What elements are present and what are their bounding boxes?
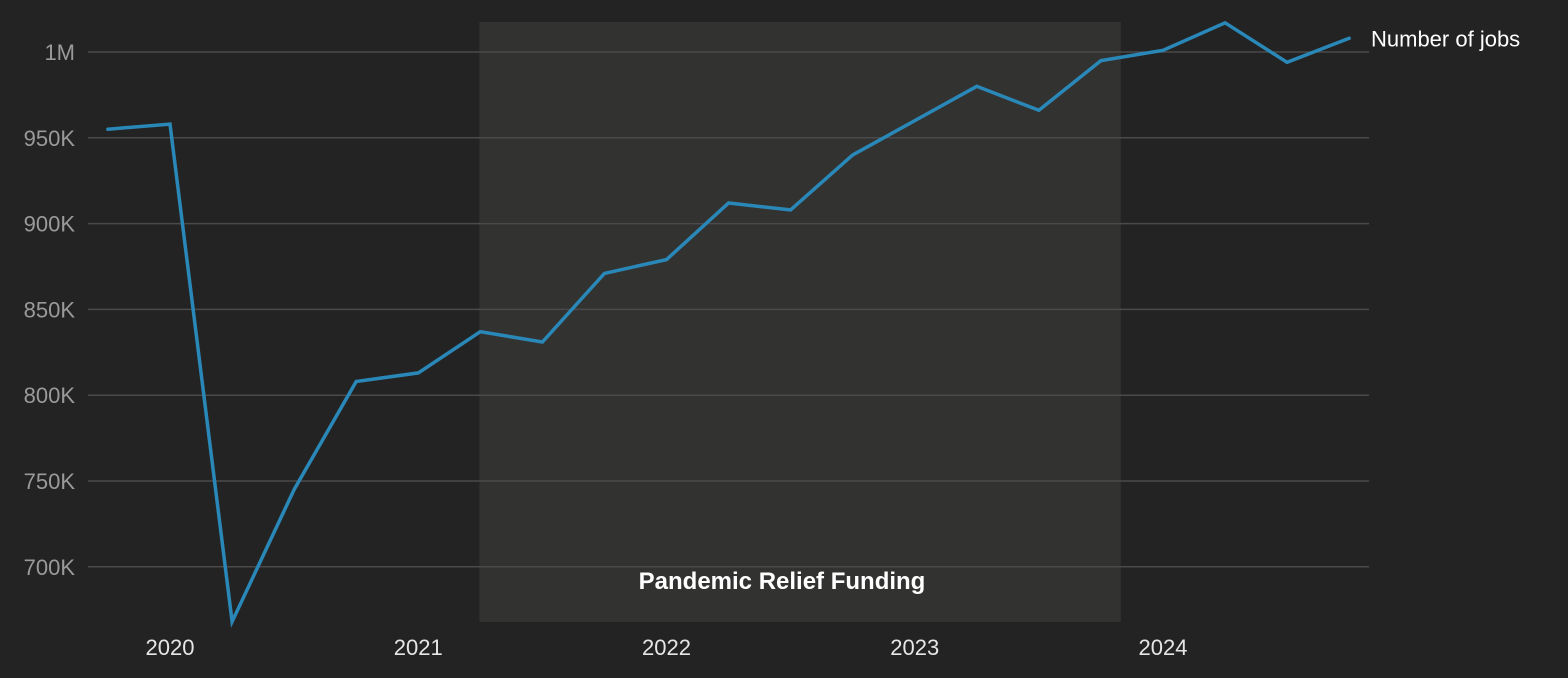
- series-end-label: Number of jobs: [1371, 26, 1520, 51]
- x-tick-label: 2023: [890, 635, 939, 660]
- y-tick-label: 800K: [24, 383, 76, 408]
- y-tick-label: 900K: [24, 212, 76, 237]
- y-tick-label: 700K: [24, 555, 76, 580]
- gridlines: [88, 51, 1369, 568]
- y-tick-label: 750K: [24, 469, 76, 494]
- pandemic-relief-label: Pandemic Relief Funding: [639, 568, 926, 595]
- pandemic-relief-shaded-region: [479, 22, 1121, 622]
- y-axis-ticks: 700K 750K 800K 850K 900K 950K 1M: [24, 40, 76, 580]
- y-tick-label: 850K: [24, 297, 76, 322]
- y-tick-label: 1M: [44, 40, 75, 65]
- y-tick-label: 950K: [24, 126, 76, 151]
- x-axis-ticks: 2020 2021 2022 2023 2024: [146, 635, 1188, 660]
- x-tick-label: 2022: [642, 635, 691, 660]
- x-tick-label: 2021: [394, 635, 443, 660]
- x-tick-label: 2020: [146, 635, 195, 660]
- x-tick-label: 2024: [1139, 635, 1188, 660]
- number-of-jobs-line: [106, 20, 1351, 628]
